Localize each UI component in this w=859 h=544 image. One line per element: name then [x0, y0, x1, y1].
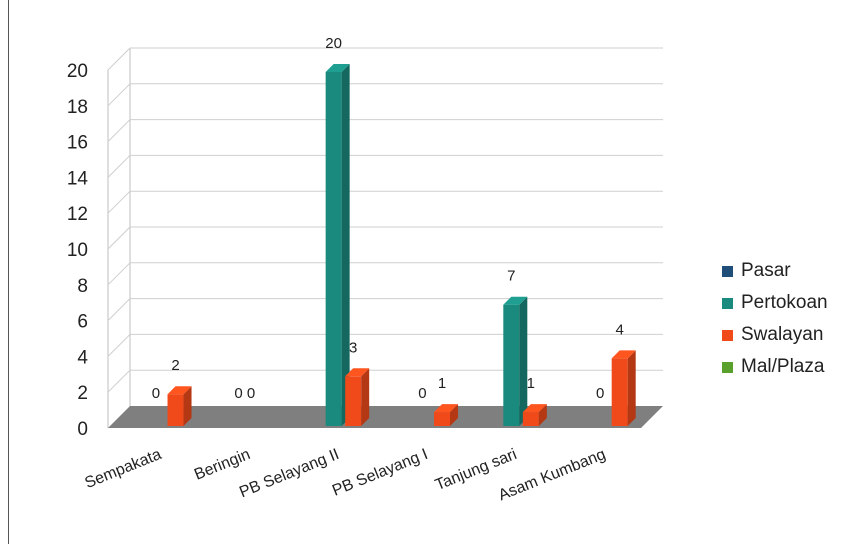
- gridline-side: [107, 47, 131, 71]
- legend: Pasar Pertokoan Swalayan Mal/Plaza: [722, 255, 857, 383]
- x-tick-label: PB Selayang II: [237, 446, 342, 501]
- gridline-side: [107, 190, 131, 214]
- legend-item-mal-plaza: Mal/Plaza: [722, 351, 857, 383]
- legend-item-swalayan: Swalayan: [722, 319, 857, 351]
- legend-label-mal-plaza: Mal/Plaza: [741, 356, 825, 377]
- bar-swalayan-0: [167, 394, 184, 426]
- y-tick-label: 18: [67, 97, 88, 118]
- data-label: 3: [349, 339, 357, 356]
- bar-top-face: [167, 386, 192, 395]
- legend-label-pasar: Pasar: [741, 260, 791, 281]
- bar-pertokoan-2: [325, 72, 342, 426]
- x-tick-label: Beringin: [192, 446, 253, 484]
- data-label: 0: [418, 385, 426, 402]
- legend-item-pasar: Pasar: [722, 255, 857, 287]
- gridline-side: [107, 83, 131, 107]
- y-tick-label: 12: [67, 204, 88, 225]
- data-label: 1: [527, 375, 535, 392]
- frame-border-left: [8, 0, 9, 544]
- bar-top-face: [434, 404, 459, 413]
- bar-side-face: [450, 404, 459, 426]
- data-label: 2: [171, 357, 179, 374]
- data-label: 20: [325, 35, 342, 52]
- bar-swalayan-4: [522, 412, 539, 426]
- gridline-side: [107, 119, 131, 142]
- x-tick-label: Sempakata: [83, 446, 165, 492]
- gridline-side: [107, 262, 131, 286]
- y-tick-label: 16: [67, 133, 88, 154]
- legend-item-pertokoan: Pertokoan: [722, 287, 857, 319]
- y-tick-label: 2: [77, 383, 88, 404]
- y-tick-label: 20: [67, 61, 88, 82]
- bar-swalayan-3: [434, 412, 451, 426]
- legend-label-swalayan: Swalayan: [741, 324, 824, 345]
- gridline-side: [107, 155, 131, 178]
- data-label: 0: [596, 385, 604, 402]
- data-label: 4: [616, 321, 624, 338]
- bar-side-face: [341, 64, 350, 426]
- y-tick-label: 14: [67, 168, 89, 189]
- bar-swalayan-5: [611, 358, 628, 426]
- bar-top-face: [522, 404, 547, 413]
- gridline-side: [107, 369, 131, 393]
- legend-swatch-pasar: [722, 265, 733, 277]
- x-tick-label: PB Selayang I: [330, 446, 430, 500]
- y-tick-label: 10: [67, 240, 88, 261]
- bar-top-face: [611, 350, 636, 359]
- bar-side-face: [361, 368, 370, 426]
- gridline-side: [107, 298, 131, 321]
- bar-top-face: [503, 296, 528, 305]
- bar-side-face: [627, 350, 636, 426]
- bar-swalayan-2: [345, 376, 362, 426]
- bar-side-face: [538, 404, 547, 426]
- y-tick-label: 0: [77, 419, 88, 440]
- data-label: 7: [507, 268, 515, 285]
- legend-swatch-swalayan: [722, 329, 733, 341]
- legend-swatch-pertokoan: [722, 297, 733, 309]
- data-label: 0 0: [234, 385, 255, 402]
- gridline-side: [107, 226, 131, 250]
- y-tick-label: 8: [77, 276, 88, 297]
- bar-top-face: [325, 64, 350, 72]
- y-tick-label: 4: [77, 347, 88, 368]
- bar-side-face: [183, 386, 192, 426]
- gridline-side: [107, 334, 131, 357]
- bar-side-face: [519, 296, 528, 426]
- legend-swatch-mal-plaza: [722, 361, 733, 373]
- data-label: 0: [152, 385, 160, 402]
- bar-top-face: [345, 368, 370, 377]
- y-tick-label: 6: [77, 312, 88, 333]
- legend-label-pertokoan: Pertokoan: [741, 292, 828, 313]
- data-label: 1: [438, 375, 446, 392]
- bar-pertokoan-4: [503, 304, 520, 426]
